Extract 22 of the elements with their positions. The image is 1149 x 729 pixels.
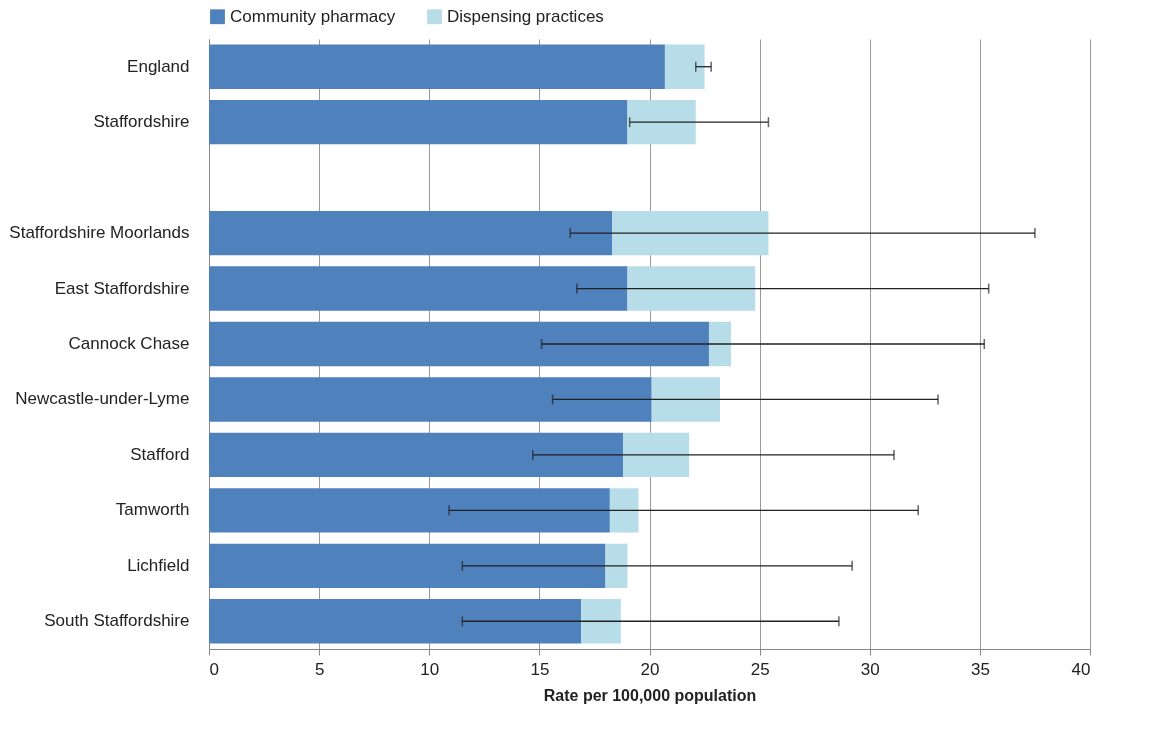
y-tick-label: Newcastle-under-Lyme: [15, 389, 190, 409]
x-axis-title: Rate per 100,000 population: [543, 686, 757, 704]
x-tick-label: 5: [314, 659, 325, 679]
y-tick-label: South Staffordshire: [44, 611, 190, 631]
x-tick-label: 15: [530, 659, 550, 679]
x-tick-label: 20: [640, 659, 660, 679]
y-tick-label: Lichfield: [127, 555, 190, 575]
x-tick-label: 0: [209, 659, 219, 679]
x-tick-label: 30: [860, 659, 880, 679]
y-tick-label: Staffordshire: [93, 112, 190, 132]
y-tick-label: England: [127, 56, 190, 76]
legend-label: Community pharmacy: [230, 6, 396, 26]
y-tick-label: Tamworth: [115, 500, 190, 520]
y-tick-label: Stafford: [130, 444, 190, 464]
x-tick-label: 35: [970, 659, 990, 679]
y-tick-label: East Staffordshire: [54, 278, 190, 298]
y-tick-label: Cannock Chase: [68, 334, 190, 353]
x-tick-label: 10: [420, 659, 440, 679]
legend-label: Dispensing practices: [447, 6, 604, 26]
y-tick-label: Staffordshire Moorlands: [9, 223, 190, 243]
x-tick-label: 25: [750, 659, 770, 679]
x-tick-label: 40: [1071, 659, 1091, 679]
